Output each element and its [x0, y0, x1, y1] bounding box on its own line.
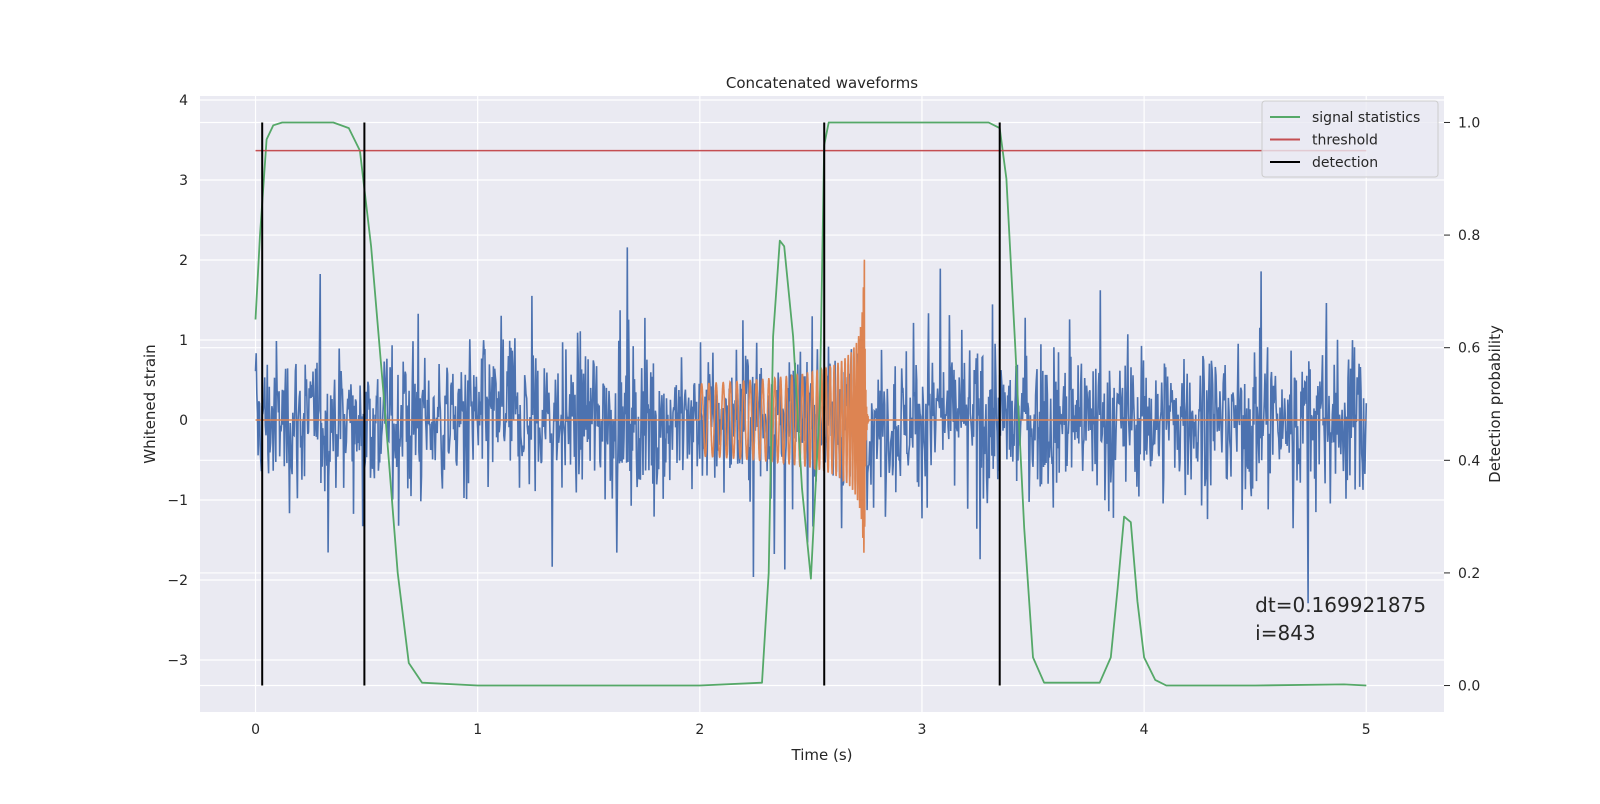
x-tick-label: 3: [918, 722, 927, 738]
annotation: dt=0.169921875 i=843: [1255, 593, 1426, 645]
y2-tick-label: 0.6: [1458, 341, 1480, 357]
x-tick-label: 4: [1140, 722, 1149, 738]
y-tick-label: 2: [179, 253, 188, 269]
y-tick-label: 4: [179, 93, 188, 109]
x-tick-label: 2: [695, 722, 704, 738]
whitened-strain-line: [254, 247, 1368, 604]
annotation-text: i=843: [1255, 621, 1316, 645]
y-tick-label: −2: [167, 573, 188, 589]
y-tick-label: −3: [167, 653, 188, 669]
legend-label: signal statistics: [1312, 110, 1420, 126]
y2-tick-label: 0.0: [1458, 679, 1480, 695]
annotation-text: dt=0.169921875: [1255, 593, 1426, 617]
ticks: 0 1 2 3 4 5 −3 −2 −1 0 1 2 3 4 0.0 0.2 0.4 0.6 0.8 1.0: [167, 93, 1480, 738]
y2-tick-label: 0.4: [1458, 453, 1480, 469]
legend-label: threshold: [1312, 133, 1378, 149]
x-tick-label: 1: [473, 722, 482, 738]
legend-label: detection: [1312, 155, 1378, 171]
injected-waveform-line: [255, 259, 1367, 553]
legend-box: [1261, 100, 1439, 178]
y2-tick-label: 1.0: [1458, 115, 1480, 131]
y-axis-label: Whitened strain: [141, 344, 159, 463]
chart-title: Concatenated waveforms: [726, 74, 918, 92]
y-tick-label: 1: [179, 333, 188, 349]
legend: signal statistics threshold detection: [1261, 100, 1439, 178]
y2-tick-label: 0.8: [1458, 228, 1480, 244]
y2-tick-label: 0.2: [1458, 566, 1480, 582]
y-tick-label: 3: [179, 173, 188, 189]
x-tick-label: 0: [251, 722, 260, 738]
y-tick-label: −1: [167, 493, 188, 509]
x-tick-label: 5: [1362, 722, 1371, 738]
y2-axis-label: Detection probability: [1486, 325, 1504, 483]
data-layer: [254, 121, 1368, 687]
x-axis-label: Time (s): [791, 746, 853, 764]
y-tick-label: 0: [179, 413, 188, 429]
